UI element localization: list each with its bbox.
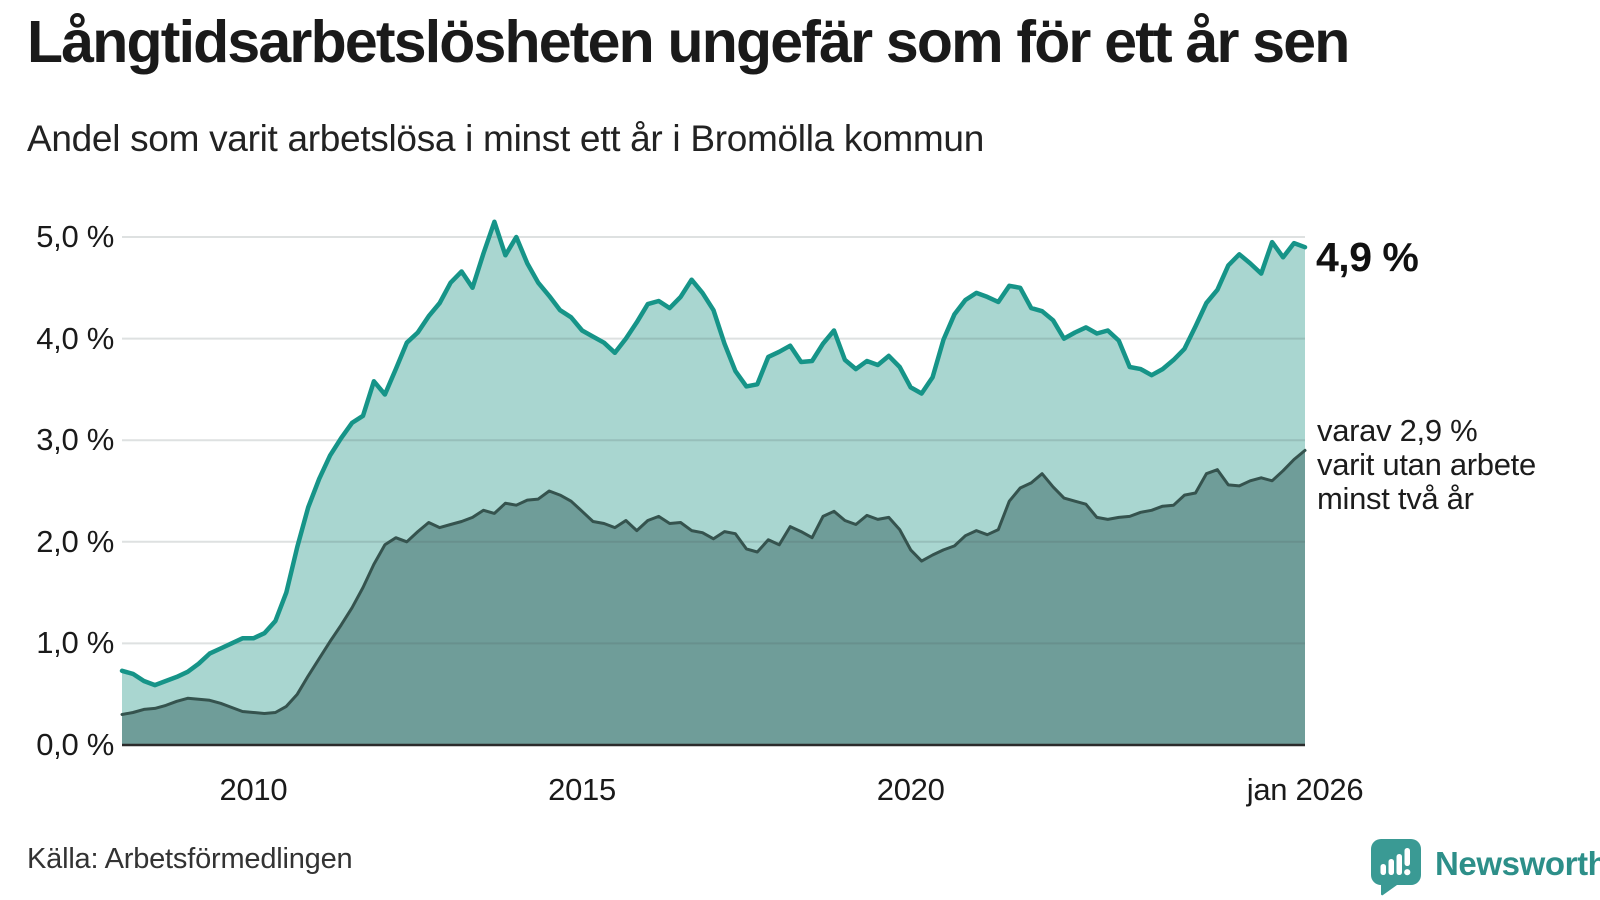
page-title: Långtidsarbetslösheten ungefär som för e… — [27, 9, 1350, 75]
x-tick-label: 2020 — [876, 772, 945, 807]
newsworthy-speech-bubble-chart-icon — [1371, 839, 1421, 896]
y-tick-label: 2,0 % — [36, 523, 114, 559]
page-subtitle: Andel som varit arbetslösa i minst ett å… — [27, 118, 984, 159]
x-tick-label: 2010 — [219, 772, 288, 807]
latest-value-annotation: 4,9 % — [1316, 234, 1419, 280]
newsworthy-logo-text: Newsworthy — [1435, 845, 1600, 882]
y-tick-label: 1,0 % — [36, 625, 114, 661]
area-two-years — [122, 450, 1305, 745]
secondary-annotation-line: varav 2,9 % — [1317, 413, 1478, 448]
y-tick-label: 5,0 % — [36, 219, 114, 254]
y-tick-label: 3,0 % — [36, 422, 114, 458]
line-two-years — [120, 448, 1307, 716]
secondary-annotation-line: minst två år — [1317, 481, 1474, 516]
x-tick-label: 2015 — [548, 772, 616, 807]
source-caption: Källa: Arbetsförmedlingen — [27, 843, 353, 875]
x-tick-label: jan 2026 — [1246, 772, 1364, 807]
secondary-annotation-line: varit utan arbete — [1317, 447, 1536, 482]
newsworthy-logo[interactable]: Newsworthy — [1370, 838, 1600, 896]
y-tick-label: 0,0 % — [36, 727, 114, 762]
secondary-series-annotation: varav 2,9 % varit utan arbete minst två år — [1317, 414, 1536, 516]
line-total — [119, 219, 1308, 688]
y-tick-label: 4,0 % — [36, 320, 114, 356]
gridlines — [122, 236, 1305, 645]
